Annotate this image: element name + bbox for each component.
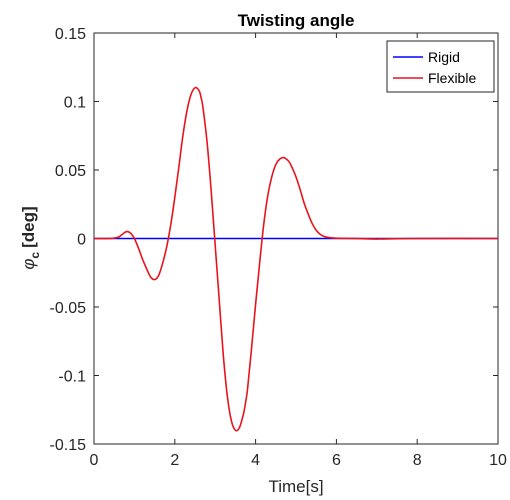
y-tick-label: -0.1 xyxy=(58,369,86,386)
y-tick-label: 0 xyxy=(77,232,86,249)
legend-box xyxy=(386,40,495,93)
y-tick-label: 0.05 xyxy=(55,163,86,180)
legend-label-flexible: Flexible xyxy=(428,70,476,86)
legend: Rigid Flexible xyxy=(386,40,495,93)
x-tick-label: 2 xyxy=(170,452,179,469)
x-tick-label: 4 xyxy=(251,452,260,469)
series-group xyxy=(93,86,499,432)
x-tick-label: 10 xyxy=(489,452,507,469)
series-line-flexible xyxy=(93,86,499,432)
plot-area xyxy=(93,32,499,445)
x-tick-label: 8 xyxy=(413,452,422,469)
chart-title: Twisting angle xyxy=(238,11,355,30)
x-axis-label: Time[s] xyxy=(268,477,323,496)
y-tick-labels: 0.15 0.1 0.05 0 -0.05 -0.1 -0.15 xyxy=(50,26,87,454)
y-tick-label: -0.15 xyxy=(50,437,87,454)
axis-ticks xyxy=(93,32,499,445)
x-tick-label: 0 xyxy=(90,452,99,469)
y-axis-label: φc [deg] xyxy=(19,206,42,269)
y-axis-label-unit: [deg] xyxy=(19,206,38,248)
y-axis-label-subscript: c xyxy=(28,252,42,259)
y-tick-label: 0.15 xyxy=(55,26,86,43)
y-tick-label: 0.1 xyxy=(64,95,86,112)
x-tick-label: 6 xyxy=(332,452,341,469)
y-axis-label-symbol: φ xyxy=(19,259,38,270)
y-tick-label: -0.05 xyxy=(50,300,87,317)
legend-label-rigid: Rigid xyxy=(428,49,460,65)
x-tick-labels: 0 2 4 6 8 10 xyxy=(90,452,507,469)
